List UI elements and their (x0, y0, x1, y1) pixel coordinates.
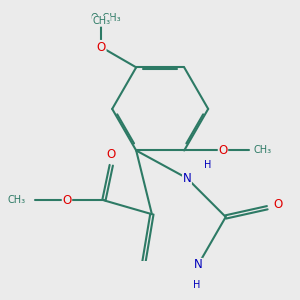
Text: N: N (194, 258, 203, 272)
Text: CH₃: CH₃ (7, 195, 26, 205)
Text: O: O (97, 40, 106, 54)
Text: O: O (106, 148, 116, 161)
Text: CH₃: CH₃ (254, 146, 272, 155)
Text: O: O (62, 194, 72, 207)
Text: O–CH₃: O–CH₃ (90, 13, 121, 22)
Text: H: H (193, 280, 200, 290)
Text: H: H (204, 160, 211, 170)
Text: N: N (183, 172, 191, 185)
Text: O: O (274, 197, 283, 211)
Text: CH₃: CH₃ (92, 16, 110, 26)
Text: O: O (97, 40, 106, 54)
Text: O: O (218, 144, 228, 157)
